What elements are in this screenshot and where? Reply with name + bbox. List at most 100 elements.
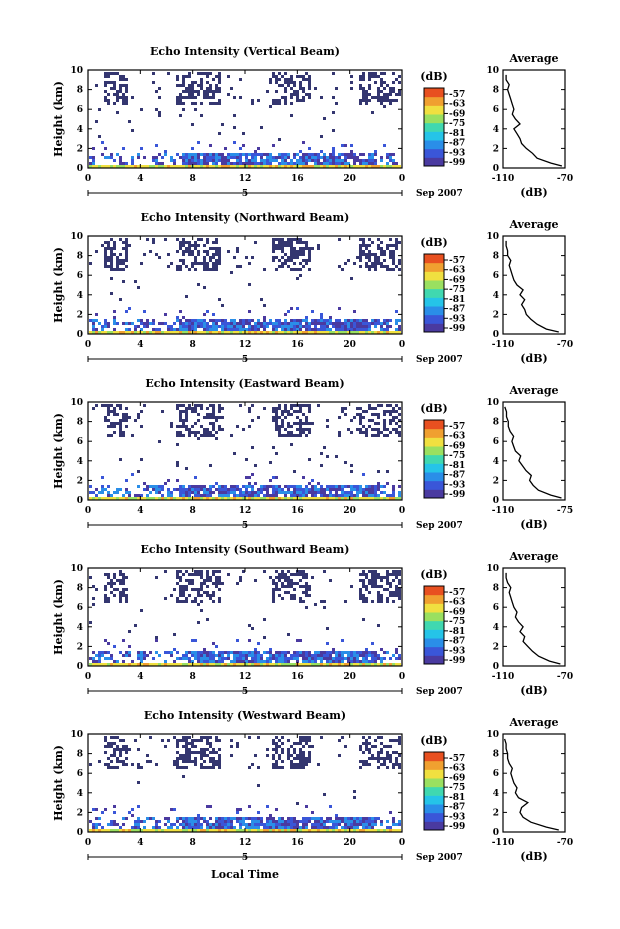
x-tick-label: 0 bbox=[85, 672, 91, 682]
x-tick-label: 0 bbox=[399, 672, 405, 682]
colorbar-tick: -81 bbox=[449, 627, 465, 637]
panel-title: Echo Intensity (Northward Beam) bbox=[141, 211, 350, 224]
average-x-tick: -75 bbox=[557, 506, 573, 516]
average-y-tick: 0 bbox=[493, 330, 499, 340]
y-tick-label: 4 bbox=[77, 125, 83, 135]
average-y-tick: 2 bbox=[493, 310, 499, 320]
x-tick-label: 12 bbox=[239, 174, 252, 184]
x-tick-label: 0 bbox=[85, 506, 91, 516]
average-series-line bbox=[503, 738, 559, 831]
y-tick-label: 2 bbox=[77, 310, 83, 320]
colorbar-unit: (dB) bbox=[420, 734, 447, 747]
date-marker: 5 bbox=[242, 521, 248, 531]
average-y-tick: 2 bbox=[493, 476, 499, 486]
colorbar-unit: (dB) bbox=[420, 236, 447, 249]
colorbar: (dB)-57-63-69-75-81-87-93-99 bbox=[420, 236, 465, 334]
colorbar-tick: -93 bbox=[449, 148, 465, 158]
average-x-tick: -110 bbox=[492, 506, 515, 516]
y-tick-label: 0 bbox=[77, 164, 83, 174]
average-y-tick: 4 bbox=[493, 623, 499, 633]
average-y-tick: 4 bbox=[493, 789, 499, 799]
x-tick-label: 8 bbox=[190, 506, 196, 516]
colorbar-unit: (dB) bbox=[420, 402, 447, 415]
average-y-tick: 0 bbox=[493, 164, 499, 174]
heatmap-cells bbox=[89, 72, 401, 168]
x-tick-label: 8 bbox=[190, 672, 196, 682]
colorbar-tick: -75 bbox=[449, 119, 465, 129]
x-tick-label: 8 bbox=[190, 838, 196, 848]
y-tick-label: 2 bbox=[77, 642, 83, 652]
colorbar-tick: -69 bbox=[449, 773, 465, 783]
colorbar-tick: -69 bbox=[449, 441, 465, 451]
x-tick-label: 0 bbox=[85, 174, 91, 184]
y-tick-label: 6 bbox=[77, 769, 83, 779]
colorbar: (dB)-57-63-69-75-81-87-93-99 bbox=[420, 734, 465, 832]
panel-title: Echo Intensity (Vertical Beam) bbox=[150, 45, 340, 58]
colorbar-tick: -57 bbox=[449, 754, 465, 764]
average-y-tick: 6 bbox=[493, 769, 499, 779]
average-x-label: (dB) bbox=[520, 518, 547, 531]
y-tick-label: 8 bbox=[77, 252, 83, 262]
average-series-line bbox=[505, 240, 559, 333]
x-tick-label: 12 bbox=[239, 838, 252, 848]
colorbar-tick: -81 bbox=[449, 461, 465, 471]
colorbar-tick: -99 bbox=[449, 324, 465, 334]
colorbar-tick: -93 bbox=[449, 314, 465, 324]
average-y-tick: 8 bbox=[493, 418, 499, 428]
x-tick-label: 8 bbox=[190, 340, 196, 350]
y-tick-label: 0 bbox=[77, 496, 83, 506]
average-y-tick: 4 bbox=[493, 125, 499, 135]
y-tick-label: 4 bbox=[77, 789, 83, 799]
y-tick-label: 4 bbox=[77, 623, 83, 633]
y-tick-label: 6 bbox=[77, 437, 83, 447]
average-y-tick: 2 bbox=[493, 144, 499, 154]
colorbar-tick: -99 bbox=[449, 490, 465, 500]
x-tick-label: 16 bbox=[291, 174, 304, 184]
average-x-label: (dB) bbox=[520, 352, 547, 365]
average-x-tick: -110 bbox=[492, 672, 515, 682]
average-profile: Average 0 2 4 6 8 10 -110 -70 (dB) bbox=[486, 52, 573, 199]
y-tick-label: 2 bbox=[77, 808, 83, 818]
date-marker: 5 bbox=[242, 189, 248, 199]
average-profile: Average 0 2 4 6 8 10 -110 -70 (dB) bbox=[486, 550, 573, 697]
date-label: Sep 2007 bbox=[416, 521, 463, 531]
average-title: Average bbox=[508, 218, 558, 231]
colorbar-tick: -57 bbox=[449, 588, 465, 598]
colorbar-tick: -69 bbox=[449, 275, 465, 285]
x-tick-label: 20 bbox=[343, 672, 356, 682]
colorbar-tick: -81 bbox=[449, 793, 465, 803]
average-y-tick: 10 bbox=[486, 730, 499, 740]
beam-panel-0: Echo Intensity (Vertical Beam) 0 2 4 6 8 10 Hei… bbox=[52, 45, 573, 199]
panel-title: Echo Intensity (Eastward Beam) bbox=[145, 377, 344, 390]
colorbar-tick: -81 bbox=[449, 295, 465, 305]
beam-panel-3: Echo Intensity (Southward Beam) 0 2 4 6 8 10 He… bbox=[52, 543, 573, 697]
date-label: Sep 2007 bbox=[416, 687, 463, 697]
average-x-tick: -110 bbox=[492, 340, 515, 350]
heatmap-cells bbox=[89, 570, 401, 666]
average-y-tick: 6 bbox=[493, 437, 499, 447]
x-tick-label: 20 bbox=[343, 838, 356, 848]
y-tick-label: 4 bbox=[77, 457, 83, 467]
average-y-tick: 0 bbox=[493, 496, 499, 506]
colorbar-tick: -99 bbox=[449, 656, 465, 666]
x-tick-label: 4 bbox=[137, 672, 143, 682]
x-tick-label: 16 bbox=[291, 506, 304, 516]
average-y-tick: 10 bbox=[486, 564, 499, 574]
average-title: Average bbox=[508, 384, 558, 397]
panel-title: Echo Intensity (Southward Beam) bbox=[141, 543, 350, 556]
x-tick-label: 16 bbox=[291, 838, 304, 848]
average-y-tick: 2 bbox=[493, 808, 499, 818]
x-tick-label: 0 bbox=[85, 838, 91, 848]
average-profile: Average 0 2 4 6 8 10 -110 -70 (dB) bbox=[486, 716, 573, 863]
colorbar-tick: -63 bbox=[449, 598, 465, 608]
beam-panel-1: Echo Intensity (Northward Beam) 0 2 4 6 8 10 He… bbox=[52, 211, 573, 365]
x-tick-label: 4 bbox=[137, 174, 143, 184]
colorbar-tick: -75 bbox=[449, 285, 465, 295]
x-tick-label: 12 bbox=[239, 340, 252, 350]
average-y-tick: 10 bbox=[486, 398, 499, 408]
colorbar-tick: -63 bbox=[449, 266, 465, 276]
average-title: Average bbox=[508, 716, 558, 729]
average-y-tick: 4 bbox=[493, 291, 499, 301]
y-axis-label: Height (km) bbox=[52, 745, 65, 821]
